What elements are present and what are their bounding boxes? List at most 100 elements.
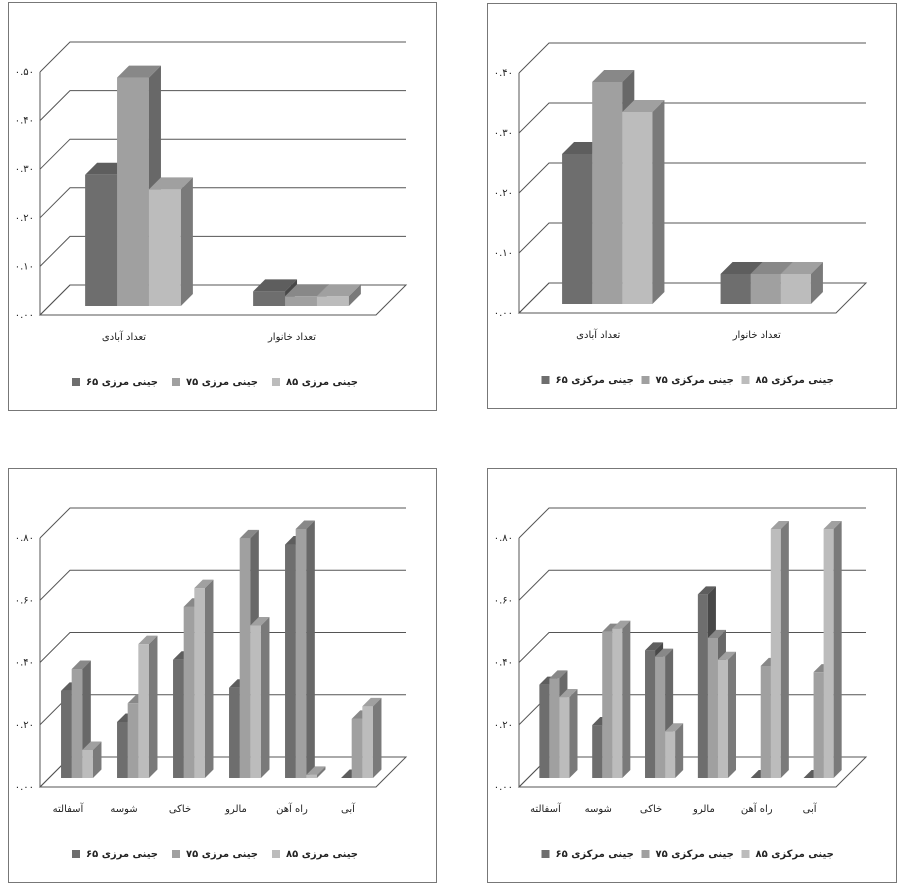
bar-top [612, 620, 631, 629]
grid-line [39, 507, 406, 539]
x-tick-label: خاکی [640, 804, 662, 815]
bar [306, 766, 326, 778]
grid-line [518, 632, 866, 663]
bar-top [250, 616, 270, 626]
bar-top [117, 65, 161, 78]
bar [316, 284, 361, 306]
bar-front [750, 274, 781, 304]
bar-side [316, 766, 326, 778]
bar-front [549, 678, 560, 778]
y-tick-label: ۰.۴۰ [15, 116, 34, 127]
bar-side [306, 520, 315, 778]
bar-front [82, 749, 93, 778]
bar-top [665, 723, 684, 732]
bar [138, 635, 158, 778]
bar-front [250, 625, 261, 778]
bar-top [780, 262, 823, 274]
legend-label: جینی مرکزی ۷۵ [656, 375, 734, 386]
x-tick-label: شوسه [110, 804, 137, 815]
bar [780, 262, 823, 304]
y-tick-label: ۰.۱۰ [494, 248, 513, 259]
bar-front [117, 77, 149, 306]
legend-swatch [272, 850, 280, 858]
bar [250, 616, 270, 778]
x-tick-label: آبی [803, 802, 818, 815]
grid-line [518, 102, 866, 134]
y-tick-label: ۰.۲۰ [494, 720, 513, 731]
legend-label: جینی مرزی ۷۵ [186, 849, 258, 860]
legend-swatch [172, 850, 180, 858]
bar [148, 177, 193, 306]
bar-front [592, 725, 603, 778]
bar-side [652, 100, 665, 304]
bar-top [770, 520, 789, 529]
x-tick-label: آبی [341, 802, 356, 815]
bar [295, 520, 315, 778]
bar-front [61, 690, 72, 778]
bar-top [823, 520, 842, 529]
bar-front [229, 687, 240, 778]
panel-frame [487, 3, 897, 409]
legend-label: جینی مرکزی ۸۵ [756, 375, 834, 386]
y-tick-label: ۰.۲۰ [494, 188, 513, 199]
y-tick-label: ۰.۸۰ [15, 533, 34, 544]
y-tick-label: ۰.۰۰ [15, 310, 34, 321]
bar-top [306, 766, 326, 775]
bar-side [180, 177, 193, 306]
legend-swatch [541, 376, 550, 384]
bar-front [539, 684, 550, 778]
bar-front [316, 296, 349, 306]
bar-top [138, 635, 158, 645]
bar-front [655, 656, 666, 778]
bar-side [569, 689, 578, 778]
bar [194, 579, 214, 778]
x-tick-label: آسفالته [53, 802, 85, 815]
bar-front [71, 669, 83, 778]
bar [717, 651, 737, 778]
legend-swatch [641, 850, 650, 858]
bar-top [148, 177, 193, 190]
bar-top [253, 279, 298, 292]
bar [612, 620, 631, 778]
grid-line [39, 235, 406, 267]
legend-label: جینی مرزی ۶۵ [86, 849, 158, 860]
y-tick-label: ۰.۳۰ [494, 128, 513, 139]
legend-label: جینی مرکزی ۶۵ [556, 849, 634, 860]
bar-top [559, 689, 578, 698]
x-tick-label: خاکی [169, 804, 191, 815]
bar-side [810, 262, 823, 304]
x-tick-label: مالرو [692, 804, 715, 815]
x-tick-label: راه آهن [276, 802, 308, 815]
grid-line [518, 42, 866, 74]
bar-front [285, 544, 296, 778]
legend-swatch [641, 376, 650, 384]
bar-top [655, 648, 674, 657]
bar-front [707, 637, 718, 778]
bar-front [183, 606, 195, 778]
y-tick-label: ۰.۸۰ [494, 533, 513, 544]
legend-label: جینی مرزی ۸۵ [286, 377, 358, 388]
bar-front [602, 631, 613, 778]
bar-front [559, 697, 570, 778]
grid-line [518, 222, 866, 254]
bar-front [823, 529, 834, 778]
bar-top [717, 651, 737, 660]
bar-top [707, 629, 726, 638]
y-tick-label: ۰.۶۰ [494, 595, 513, 606]
bar-front [194, 588, 205, 778]
y-tick-label: ۰.۲۰ [15, 213, 34, 224]
bar-front [720, 274, 751, 304]
grid-line [39, 90, 406, 121]
y-tick-label: ۰.۴۰ [494, 658, 513, 669]
legend-swatch [741, 850, 750, 858]
legend-label: جینی مرزی ۸۵ [286, 849, 358, 860]
legend-label: جینی مرکزی ۷۵ [656, 849, 734, 860]
bar [559, 689, 578, 778]
panel-frame [8, 2, 437, 411]
bar-side [675, 723, 684, 778]
bar-top [71, 660, 91, 670]
bar-top [697, 586, 716, 595]
bar-front [645, 650, 656, 778]
bar-front [148, 189, 181, 306]
bar [82, 741, 102, 778]
